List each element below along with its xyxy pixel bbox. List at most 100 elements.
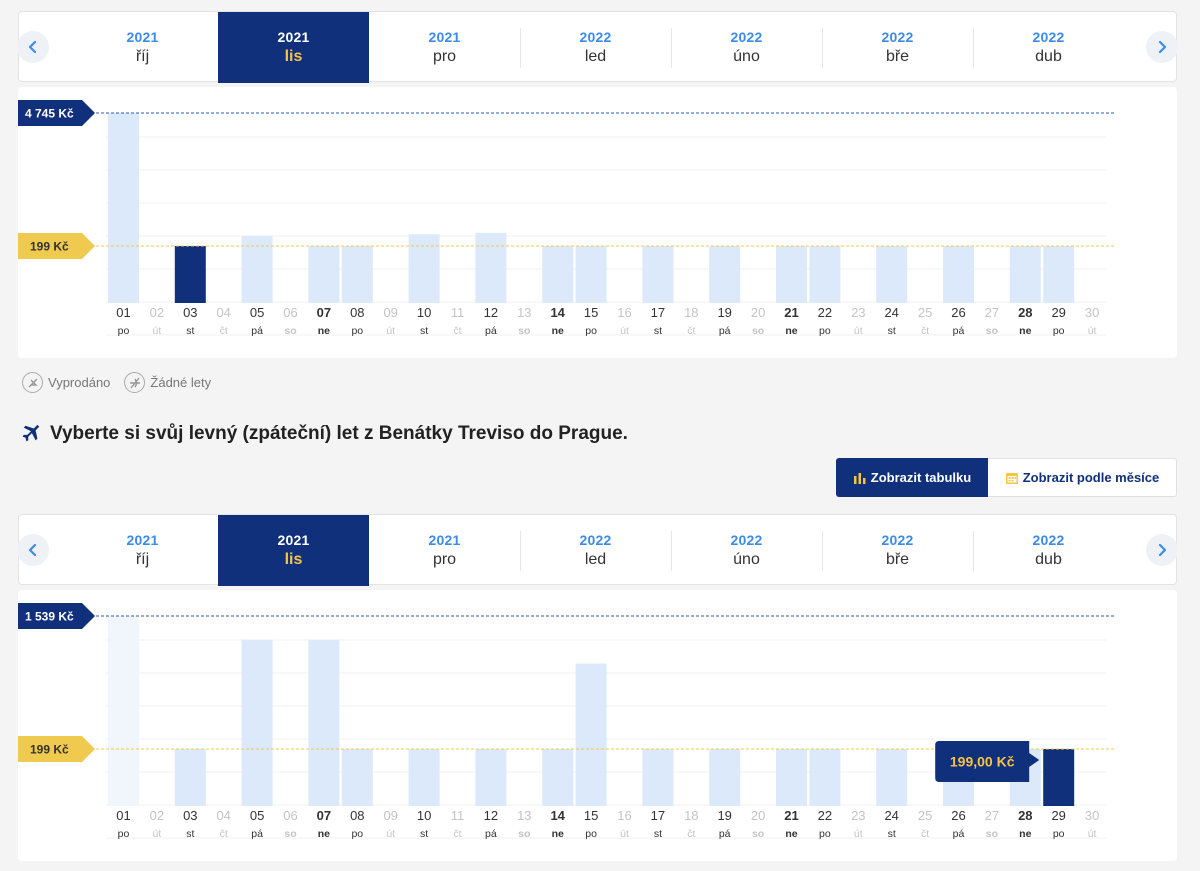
outbound-day-weekday: pá [485, 325, 497, 337]
month-tab-month: úno [733, 48, 760, 65]
return-day-weekday: po [118, 828, 130, 840]
return-price-bar-12[interactable] [475, 749, 507, 806]
return-day-number: 30 [1085, 808, 1099, 823]
return-month-tab-3[interactable]: 2022 led [520, 515, 671, 586]
outbound-month-tab-2[interactable]: 2021 pro [369, 12, 520, 83]
outbound-month-tab-4[interactable]: 2022 úno [671, 12, 822, 83]
return-month-tab-2[interactable]: 2021 pro [369, 515, 520, 586]
return-price-bar-21[interactable] [776, 749, 807, 806]
outbound-month-tab-1[interactable]: 2021 lis [218, 12, 369, 83]
month-tab-month: dub [1035, 551, 1062, 568]
return-day-number: 22 [818, 808, 832, 823]
outbound-day-number: 13 [517, 305, 531, 320]
return-price-bar-07[interactable] [308, 639, 340, 806]
outbound-day-number: 02 [150, 305, 164, 320]
outbound-price-bar-05[interactable] [241, 235, 273, 303]
return-price-tooltip [935, 741, 1040, 782]
return-price-bar-19[interactable] [709, 749, 741, 806]
return-day-weekday: so [986, 828, 998, 840]
outbound-month-tab-6[interactable]: 2022 dub [973, 12, 1124, 83]
return-month-tab-1[interactable]: 2021 lis [218, 515, 369, 586]
outbound-price-bar-24[interactable] [876, 246, 908, 303]
month-tab-year: 2021 [428, 29, 461, 45]
outbound-price-bar-17[interactable] [642, 246, 674, 303]
month-tab-month: led [584, 551, 607, 568]
show-by-month-button[interactable]: Zobrazit podle měsíce [988, 458, 1177, 497]
outbound-day-number: 29 [1051, 305, 1065, 320]
return-day-number: 24 [884, 808, 898, 823]
return-day-number: 08 [350, 808, 364, 823]
outbound-day-number: 23 [851, 305, 865, 320]
outbound-price-bar-22[interactable] [809, 246, 841, 303]
month-tab-month: bře [885, 551, 910, 568]
return-price-bar-29[interactable] [1043, 749, 1075, 806]
outbound-month-tab-3[interactable]: 2022 led [520, 12, 671, 83]
return-price-bar-24[interactable] [876, 749, 908, 806]
outbound-price-bar-10[interactable] [408, 234, 440, 303]
return-price-bar-03[interactable] [174, 749, 206, 806]
return-price-bar-22[interactable] [809, 749, 841, 806]
outbound-price-bar-03[interactable] [174, 246, 206, 303]
outbound-price-bar-29[interactable] [1043, 246, 1075, 303]
outbound-day-number: 15 [584, 305, 598, 320]
outbound-price-bar-26[interactable] [943, 246, 974, 303]
month-tab-year: 2022 [579, 532, 612, 548]
outbound-price-bar-14[interactable] [542, 246, 574, 303]
outbound-price-bar-08[interactable] [341, 246, 373, 303]
outbound-day-number: 18 [684, 305, 698, 320]
outbound-day-weekday: čt [687, 325, 695, 337]
return-month-tab-0[interactable]: 2021 říj [67, 515, 218, 586]
outbound-day-weekday: pá [251, 325, 263, 337]
availability-legend: Vyprodáno Žádné lety [22, 372, 211, 393]
outbound-next-month-button[interactable] [1146, 31, 1178, 63]
return-price-bar-17[interactable] [642, 749, 674, 806]
return-next-month-button[interactable] [1146, 534, 1178, 566]
outbound-day-weekday: st [654, 325, 662, 337]
sold-out-icon [22, 372, 43, 393]
outbound-day-number: 26 [951, 305, 965, 320]
outbound-price-bar-28[interactable] [1009, 246, 1041, 303]
month-tab-month: lis [284, 551, 303, 568]
outbound-price-bar-19[interactable] [709, 246, 741, 303]
outbound-day-number: 25 [918, 305, 932, 320]
return-day-number: 19 [717, 808, 731, 823]
return-min-price-label: 199 Kč [30, 743, 69, 757]
return-day-number: 10 [417, 808, 431, 823]
return-price-bar-08[interactable] [341, 749, 373, 806]
return-price-bar-10[interactable] [408, 749, 440, 806]
outbound-price-chart-panel: 4 745 Kč 199 Kč 01 po 02 út 03 st 04 čt 05 pá 06 so 07… [18, 87, 1177, 358]
return-month-tab-6[interactable]: 2022 dub [973, 515, 1124, 586]
month-tab-year: 2022 [579, 29, 612, 45]
return-price-bar-15[interactable] [575, 663, 607, 806]
return-day-weekday: so [518, 828, 530, 840]
outbound-month-tab-5[interactable]: 2022 bře [822, 12, 973, 83]
outbound-price-bar-12[interactable] [475, 232, 507, 303]
return-price-bar-05[interactable] [241, 639, 273, 806]
month-tab-year: 2021 [126, 29, 159, 45]
return-day-weekday: po [1053, 828, 1065, 840]
outbound-price-bar-07[interactable] [308, 246, 340, 303]
return-day-weekday: pá [719, 828, 731, 840]
month-tab-month: pro [432, 551, 457, 568]
return-month-tab-5[interactable]: 2022 bře [822, 515, 973, 586]
return-day-number: 04 [216, 808, 230, 823]
outbound-month-tab-0[interactable]: 2021 říj [67, 12, 218, 83]
return-max-price-flag [18, 603, 95, 629]
outbound-day-weekday: ne [1019, 325, 1031, 337]
return-prev-month-button[interactable] [17, 534, 49, 566]
return-day-number: 01 [116, 808, 130, 823]
return-price-bar-14[interactable] [542, 749, 574, 806]
return-day-weekday: ne [785, 828, 797, 840]
return-price-bar-01[interactable] [108, 616, 139, 806]
outbound-price-bar-21[interactable] [776, 246, 807, 303]
show-table-button[interactable]: Zobrazit tabulku [836, 458, 988, 497]
outbound-price-bar-01[interactable] [108, 113, 139, 303]
outbound-day-number: 06 [283, 305, 297, 320]
outbound-prev-month-button[interactable] [17, 31, 49, 63]
outbound-day-number: 04 [216, 305, 230, 320]
outbound-day-number: 27 [985, 305, 999, 320]
return-flight-heading-text: Vyberte si svůj levný (zpáteční) let z B… [50, 423, 628, 444]
outbound-price-bar-15[interactable] [575, 246, 607, 303]
return-month-tab-4[interactable]: 2022 úno [671, 515, 822, 586]
bar-chart-icon [853, 472, 866, 484]
